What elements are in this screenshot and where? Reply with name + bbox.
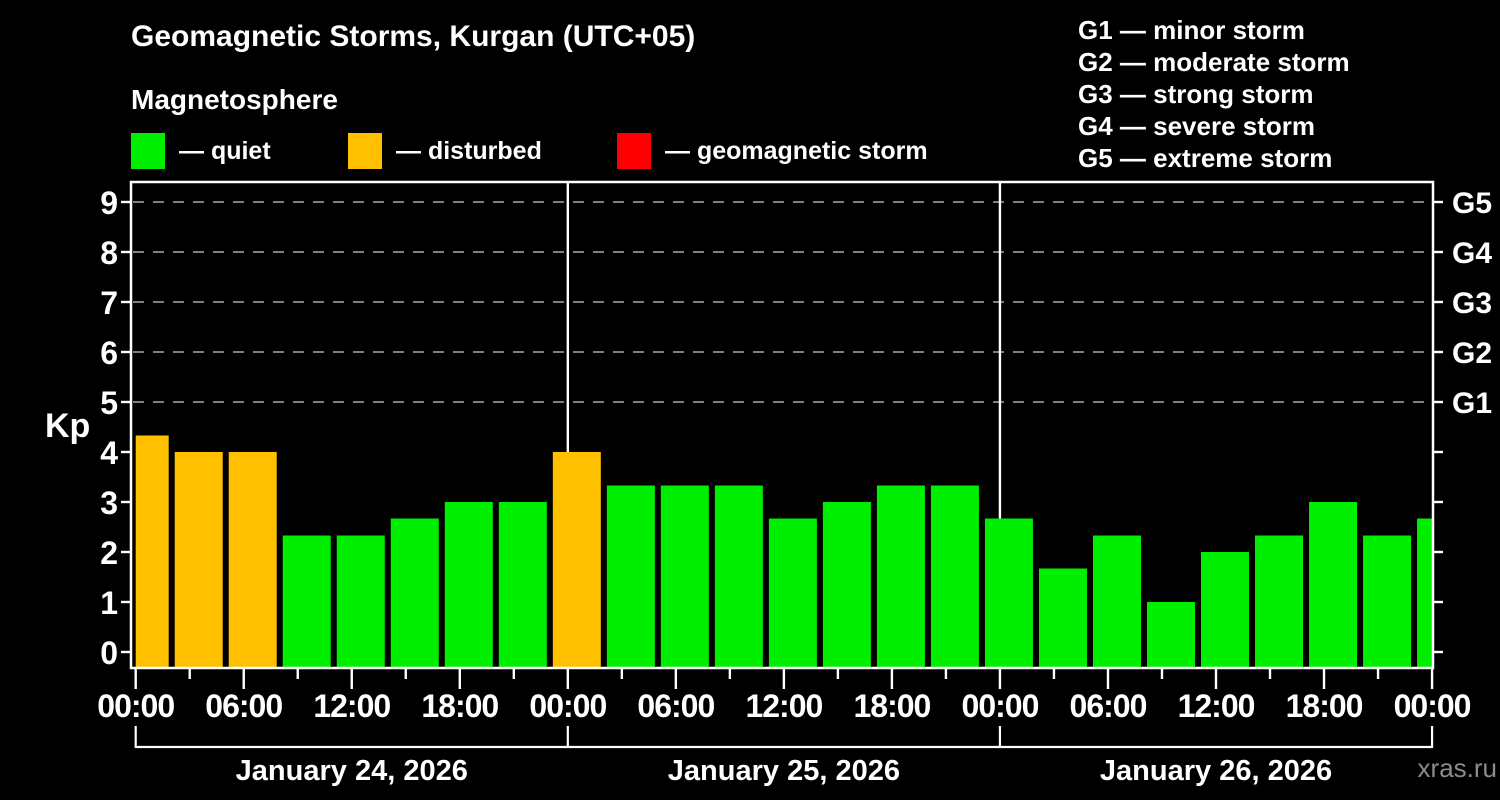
g-level-label: G3 xyxy=(1452,287,1492,320)
y-tick-label: 5 xyxy=(100,385,118,421)
x-tick-label: 06:00 xyxy=(205,688,282,724)
legend-label-disturbed: — disturbed xyxy=(396,136,542,165)
kp-bar xyxy=(135,435,169,667)
x-tick-label: 00:00 xyxy=(97,688,174,724)
day-label: January 24, 2026 xyxy=(236,755,468,787)
x-tick-label: 12:00 xyxy=(745,688,822,724)
kp-bar xyxy=(876,485,925,667)
x-tick-label: 00:00 xyxy=(529,688,606,724)
kp-bar xyxy=(336,535,385,667)
kp-bar xyxy=(822,502,871,667)
legend-label-storm: — geomagnetic storm xyxy=(665,136,928,165)
kp-bar xyxy=(444,502,493,667)
kp-bar xyxy=(768,518,817,667)
kp-bar xyxy=(1417,518,1433,667)
legend-item-storm: — geomagnetic storm xyxy=(617,133,928,169)
storm-swatch-icon xyxy=(617,133,651,169)
g5-legend-line: G5 — extreme storm xyxy=(1078,143,1333,173)
y-tick-label: 2 xyxy=(100,535,118,571)
disturbed-swatch-icon xyxy=(348,133,382,169)
kp-bar xyxy=(1146,602,1195,667)
g4-legend-line: G4 — severe storm xyxy=(1078,111,1316,141)
kp-bar xyxy=(552,452,601,667)
kp-bar xyxy=(1038,568,1087,667)
x-tick-label: 12:00 xyxy=(1178,688,1255,724)
g-level-label: G5 xyxy=(1452,187,1492,220)
y-tick-label: 3 xyxy=(100,485,118,521)
g1-legend-line: G1 — minor storm xyxy=(1078,15,1305,45)
chart-title: Geomagnetic Storms, Kurgan (UTC+05) xyxy=(131,20,696,53)
kp-bar xyxy=(282,535,331,667)
y-axis-title: Kp xyxy=(45,407,90,445)
kp-bar xyxy=(1201,552,1249,667)
day-label: January 25, 2026 xyxy=(668,755,900,787)
kp-bar xyxy=(930,485,979,667)
x-tick-label: 18:00 xyxy=(421,688,498,724)
y-tick-label: 4 xyxy=(100,435,118,471)
x-tick-label: 06:00 xyxy=(1070,688,1147,724)
legend-label-quiet: — quiet xyxy=(179,136,271,165)
kp-bar xyxy=(1255,535,1304,667)
kp-bar xyxy=(498,502,547,667)
x-tick-label: 00:00 xyxy=(1394,688,1471,724)
kp-bar xyxy=(228,452,277,667)
y-tick-label: 7 xyxy=(100,285,118,321)
legend-item-disturbed: — disturbed xyxy=(348,133,542,169)
y-tick-label: 6 xyxy=(100,335,118,371)
g3-legend-line: G3 — strong storm xyxy=(1078,79,1314,109)
kp-bar xyxy=(660,485,709,667)
y-tick-label: 1 xyxy=(100,585,118,621)
kp-bar xyxy=(606,485,655,667)
x-tick-label: 18:00 xyxy=(1286,688,1363,724)
kp-bar xyxy=(1309,502,1358,667)
y-tick-label: 8 xyxy=(100,235,118,271)
x-tick-label: 12:00 xyxy=(313,688,390,724)
quiet-swatch-icon xyxy=(131,133,165,169)
kp-bar xyxy=(1092,535,1141,667)
plot-frame xyxy=(129,180,1435,670)
g-level-label: G1 xyxy=(1452,387,1492,420)
x-tick-label: 18:00 xyxy=(853,688,930,724)
chart-subtitle: Magnetosphere xyxy=(131,84,338,115)
y-tick-label: 9 xyxy=(100,185,118,221)
xras-watermark: xras.ru xyxy=(1417,753,1497,783)
g2-legend-line: G2 — moderate storm xyxy=(1078,47,1350,77)
g-level-label: G2 xyxy=(1452,337,1492,370)
kp-bar xyxy=(174,452,223,667)
g-scale-legend: G1 — minor storm G2 — moderate storm G3 … xyxy=(1078,14,1350,174)
kp-bar xyxy=(984,518,1033,667)
x-tick-label: 00:00 xyxy=(962,688,1039,724)
x-tick-label: 06:00 xyxy=(637,688,714,724)
legend-item-quiet: — quiet xyxy=(131,133,271,169)
kp-bar xyxy=(390,518,439,667)
kp-bar xyxy=(714,485,763,667)
g-level-label: G4 xyxy=(1452,237,1492,270)
y-tick-label: 0 xyxy=(100,635,118,671)
kp-bar xyxy=(1363,535,1412,667)
day-label: January 26, 2026 xyxy=(1100,755,1332,787)
